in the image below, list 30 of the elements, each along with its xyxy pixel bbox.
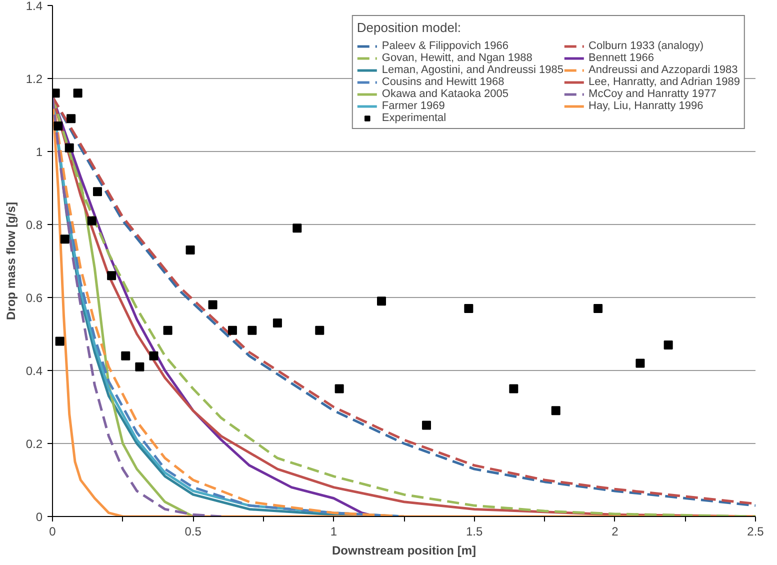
x-tick-label: 2 xyxy=(612,524,619,538)
y-tick-label: 1 xyxy=(36,145,43,159)
x-tick-label: 2.5 xyxy=(747,524,764,538)
legend-label: Cousins and Hewitt 1968 xyxy=(382,76,504,88)
legend-label: Hay, Liu, Hanratty 1996 xyxy=(588,100,704,112)
legend-title: Deposition model: xyxy=(356,20,462,35)
x-tick-label: 1.5 xyxy=(466,524,483,538)
y-tick-label: 0.6 xyxy=(26,291,43,305)
legend-label: Govan, Hewitt, and Ngan 1988 xyxy=(382,52,532,64)
y-tick-label: 0.4 xyxy=(26,364,43,378)
x-tick-label: 0 xyxy=(49,524,56,538)
legend-label: McCoy and Hanratty 1977 xyxy=(588,88,716,100)
legend-label: Colburn 1933 (analogy) xyxy=(588,40,704,52)
x-tick-label: 1 xyxy=(330,524,338,538)
y-tick-label: 1.4 xyxy=(26,0,43,13)
y-axis-title: Drop mass flow [g/s] xyxy=(4,202,18,320)
legend-label: Farmer 1969 xyxy=(382,100,445,112)
legend-label: Lee, Hanratty, and Adrian 1989 xyxy=(588,76,740,88)
legend-label: Paleev & Filippovich 1966 xyxy=(382,40,508,52)
y-tick-label: 0 xyxy=(36,510,43,524)
x-axis-title: Downstream position [m] xyxy=(332,544,476,558)
legend-label: Experimental xyxy=(382,112,446,124)
y-tick-label: 1.2 xyxy=(26,72,43,86)
legend-label: Bennett 1966 xyxy=(588,52,654,64)
y-tick-label: 0.8 xyxy=(26,218,43,232)
legend-label: Okawa and Kataoka 2005 xyxy=(382,88,508,100)
legend-label: Andreussi and Azzopardi 1983 xyxy=(588,64,738,76)
x-tick-label: 0.5 xyxy=(184,524,202,538)
y-tick-label: 0.2 xyxy=(26,437,43,451)
legend-label: Leman, Agostini, and Andreussi 1985 xyxy=(382,64,564,76)
